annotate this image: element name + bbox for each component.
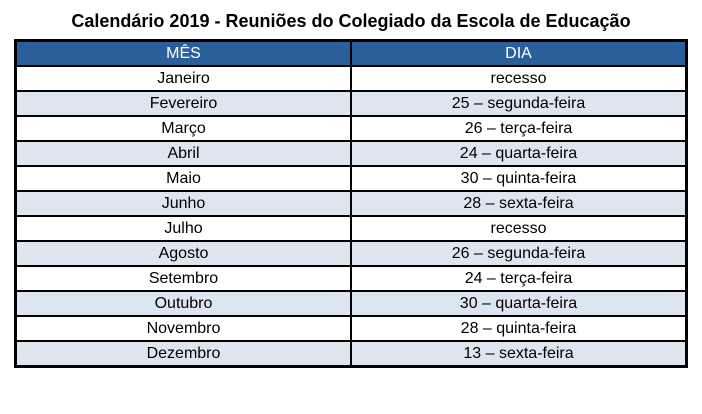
month-cell: Agosto — [14, 240, 352, 267]
day-cell: 30 – quinta-feira — [350, 165, 688, 192]
table-row: Junho 28 – sexta-feira — [14, 190, 688, 217]
calendar-table: MÊS DIA Janeiro recesso Fevereiro 25 – s… — [14, 39, 688, 368]
day-cell: 28 – quinta-feira — [350, 315, 688, 342]
month-cell: Março — [14, 115, 352, 142]
day-cell: 26 – segunda-feira — [350, 240, 688, 267]
month-cell: Dezembro — [14, 340, 352, 368]
day-cell: 13 – sexta-feira — [350, 340, 688, 368]
table-row: Abril 24 – quarta-feira — [14, 140, 688, 167]
table-row: Novembro 28 – quinta-feira — [14, 315, 688, 342]
month-cell: Janeiro — [14, 65, 352, 92]
day-cell: recesso — [350, 65, 688, 92]
table-row: Outubro 30 – quarta-feira — [14, 290, 688, 317]
month-cell: Maio — [14, 165, 352, 192]
month-cell: Julho — [14, 215, 352, 242]
month-cell: Outubro — [14, 290, 352, 317]
month-cell: Setembro — [14, 265, 352, 292]
page-title: Calendário 2019 - Reuniões do Colegiado … — [71, 11, 631, 31]
table-header-dia: DIA — [350, 39, 688, 67]
month-cell: Novembro — [14, 315, 352, 342]
day-cell: 30 – quarta-feira — [350, 290, 688, 317]
table-row: Março 26 – terça-feira — [14, 115, 688, 142]
day-cell: 26 – terça-feira — [350, 115, 688, 142]
table-row: Julho recesso — [14, 215, 688, 242]
day-cell: 25 – segunda-feira — [350, 90, 688, 117]
day-cell: 24 – quarta-feira — [350, 140, 688, 167]
day-cell: 24 – terça-feira — [350, 265, 688, 292]
table-header-row: MÊS DIA — [14, 39, 688, 67]
month-cell: Abril — [14, 140, 352, 167]
day-cell: 28 – sexta-feira — [350, 190, 688, 217]
table-row: Dezembro 13 – sexta-feira — [14, 340, 688, 368]
table-header-mes: MÊS — [14, 39, 352, 67]
table-row: Fevereiro 25 – segunda-feira — [14, 90, 688, 117]
month-cell: Fevereiro — [14, 90, 352, 117]
table-row: Janeiro recesso — [14, 65, 688, 92]
table-row: Agosto 26 – segunda-feira — [14, 240, 688, 267]
day-cell: recesso — [350, 215, 688, 242]
table-row: Setembro 24 – terça-feira — [14, 265, 688, 292]
month-cell: Junho — [14, 190, 352, 217]
table-row: Maio 30 – quinta-feira — [14, 165, 688, 192]
